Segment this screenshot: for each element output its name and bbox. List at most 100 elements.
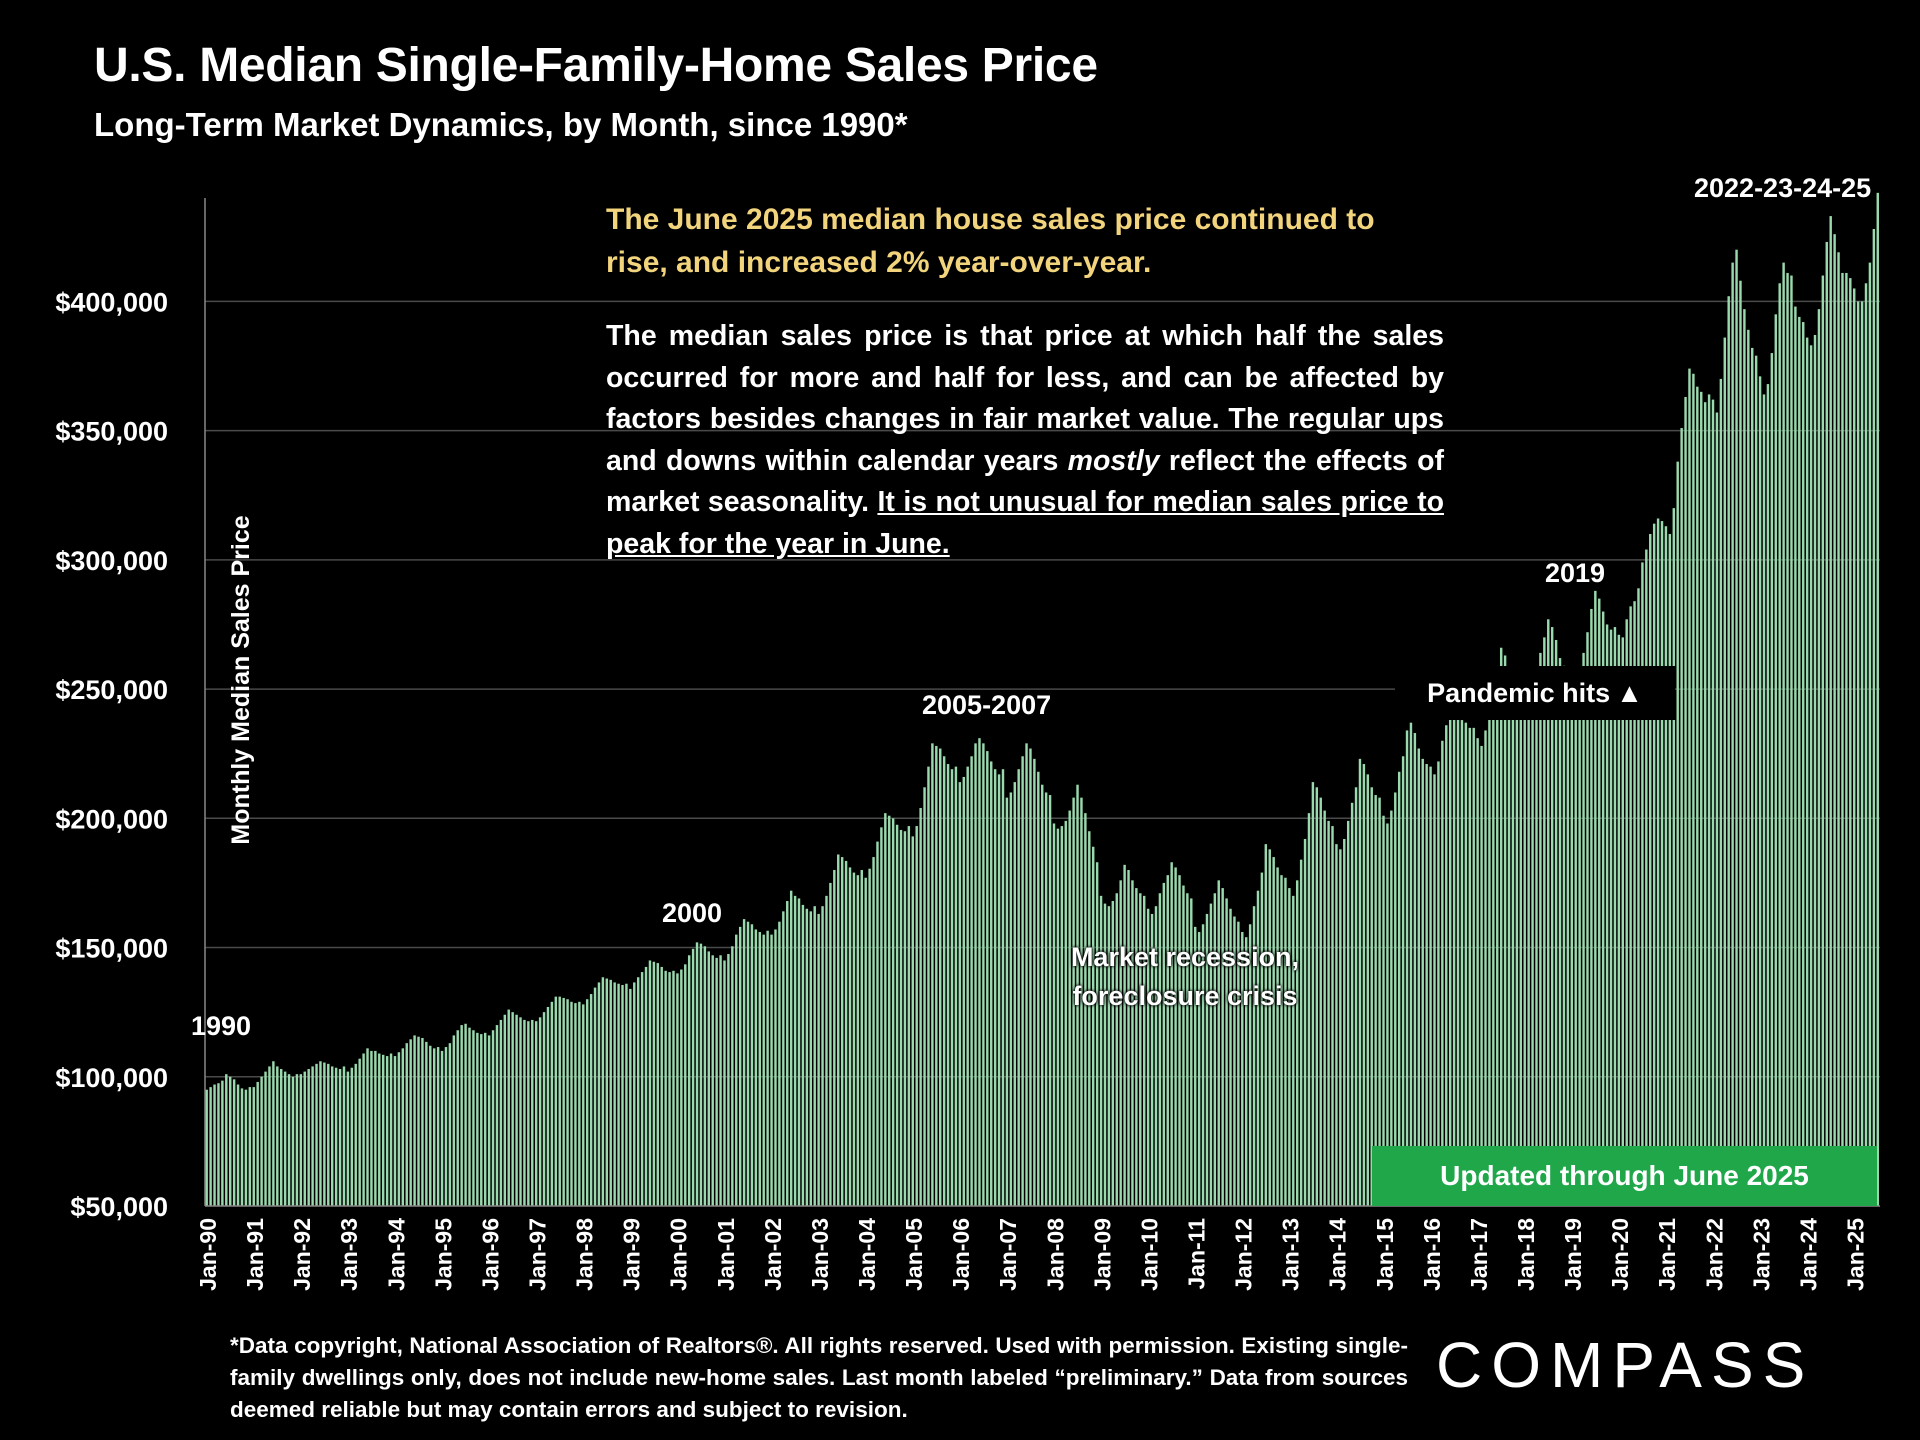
bar — [264, 1071, 267, 1206]
x-tick-label: Jan-91 — [242, 1218, 268, 1291]
bar — [1703, 402, 1707, 1206]
bar — [695, 942, 699, 1206]
bar — [444, 1047, 448, 1206]
bar — [715, 957, 718, 1206]
bar — [1433, 774, 1436, 1206]
bar — [213, 1084, 216, 1206]
bar — [1519, 694, 1523, 1206]
bar — [746, 921, 750, 1206]
bar — [1637, 588, 1640, 1206]
bar — [1350, 802, 1354, 1206]
bar — [1499, 647, 1503, 1206]
x-tick-label: Jan-17 — [1466, 1218, 1492, 1291]
bar — [1868, 262, 1872, 1206]
bar — [570, 1001, 573, 1206]
x-tick-label: Jan-16 — [1419, 1218, 1445, 1291]
bar — [1166, 875, 1169, 1206]
bar — [727, 954, 730, 1206]
bar — [1029, 748, 1032, 1206]
bar — [1154, 906, 1158, 1206]
bar — [1833, 234, 1836, 1206]
bar — [1190, 898, 1193, 1206]
bar — [585, 999, 589, 1206]
bar — [1762, 394, 1766, 1206]
x-tick-label: Jan-12 — [1231, 1218, 1257, 1291]
y-tick-label: $150,000 — [55, 934, 168, 964]
bar — [1048, 795, 1052, 1206]
bar — [723, 960, 726, 1206]
bar — [1194, 926, 1197, 1206]
bar — [1146, 908, 1150, 1206]
bar — [417, 1036, 420, 1206]
up-arrow-icon: ▲ — [1616, 677, 1643, 708]
bar — [1829, 216, 1832, 1207]
bar — [268, 1066, 271, 1206]
bar — [1037, 771, 1040, 1206]
bar — [542, 1012, 546, 1206]
bar — [1390, 810, 1393, 1206]
bar — [923, 787, 926, 1206]
x-tick-label: Jan-11 — [1184, 1218, 1210, 1290]
bar — [617, 983, 620, 1206]
x-tick-label: Jan-09 — [1089, 1218, 1115, 1291]
x-tick-label: Jan-13 — [1278, 1218, 1304, 1291]
bar — [1696, 386, 1699, 1206]
bar — [1119, 880, 1122, 1206]
bar — [1143, 895, 1146, 1206]
bar — [452, 1035, 456, 1206]
x-tick-label: Jan-05 — [901, 1218, 927, 1291]
bar — [993, 769, 997, 1206]
recession-line-2: foreclosure crisis — [1072, 981, 1298, 1011]
bar — [1641, 562, 1644, 1206]
bar — [499, 1019, 503, 1206]
bar — [1472, 727, 1475, 1206]
bar — [538, 1017, 542, 1206]
chart-subtitle: Long-Term Market Dynamics, by Month, sin… — [94, 106, 908, 143]
bar — [1468, 727, 1472, 1206]
bar — [1684, 397, 1687, 1206]
annotation-2019: 2019 — [1545, 558, 1606, 588]
bar — [1503, 655, 1507, 1206]
bar — [1292, 895, 1295, 1206]
bar — [272, 1061, 275, 1206]
bar — [833, 870, 836, 1206]
annotation-2022-25: 2022-23-24-25 — [1694, 173, 1872, 203]
bar — [621, 985, 624, 1206]
bar — [295, 1074, 299, 1206]
bar — [652, 961, 656, 1206]
recession-line-1: Market recession, — [1070, 942, 1300, 972]
bar — [829, 882, 832, 1206]
bar — [711, 955, 714, 1206]
bar — [931, 743, 934, 1206]
callout-headline: The June 2025 median house sales price c… — [606, 203, 1375, 279]
bar — [997, 774, 1001, 1206]
x-tick-label: Jan-94 — [383, 1218, 409, 1291]
bar — [240, 1088, 244, 1206]
bar — [735, 934, 738, 1206]
x-tick-labels: Jan-90 Jan-91 Jan-92 Jan-93 Jan-94 Jan-95 Jan-… — [195, 1218, 1869, 1291]
bar — [1770, 353, 1774, 1207]
bar — [1115, 893, 1118, 1206]
bar — [1248, 924, 1252, 1206]
bar — [1319, 797, 1322, 1206]
bar — [1299, 859, 1303, 1206]
x-tick-label: Jan-15 — [1372, 1218, 1398, 1291]
bar — [1060, 826, 1064, 1206]
annotation-2005-2007: 2005-2007 — [922, 690, 1052, 720]
bar — [1719, 378, 1723, 1206]
bar — [899, 829, 903, 1206]
bar — [1394, 792, 1397, 1206]
bar — [299, 1074, 303, 1206]
bar — [1233, 916, 1236, 1206]
bar — [1535, 676, 1538, 1206]
y-tick-label: $350,000 — [55, 417, 168, 447]
bar — [1378, 797, 1381, 1206]
bar — [1539, 652, 1542, 1206]
bar — [1064, 820, 1067, 1206]
bar — [1021, 756, 1024, 1206]
bar — [1613, 627, 1617, 1206]
bar — [1417, 748, 1421, 1206]
bar — [1033, 758, 1036, 1206]
bar — [1135, 888, 1138, 1206]
